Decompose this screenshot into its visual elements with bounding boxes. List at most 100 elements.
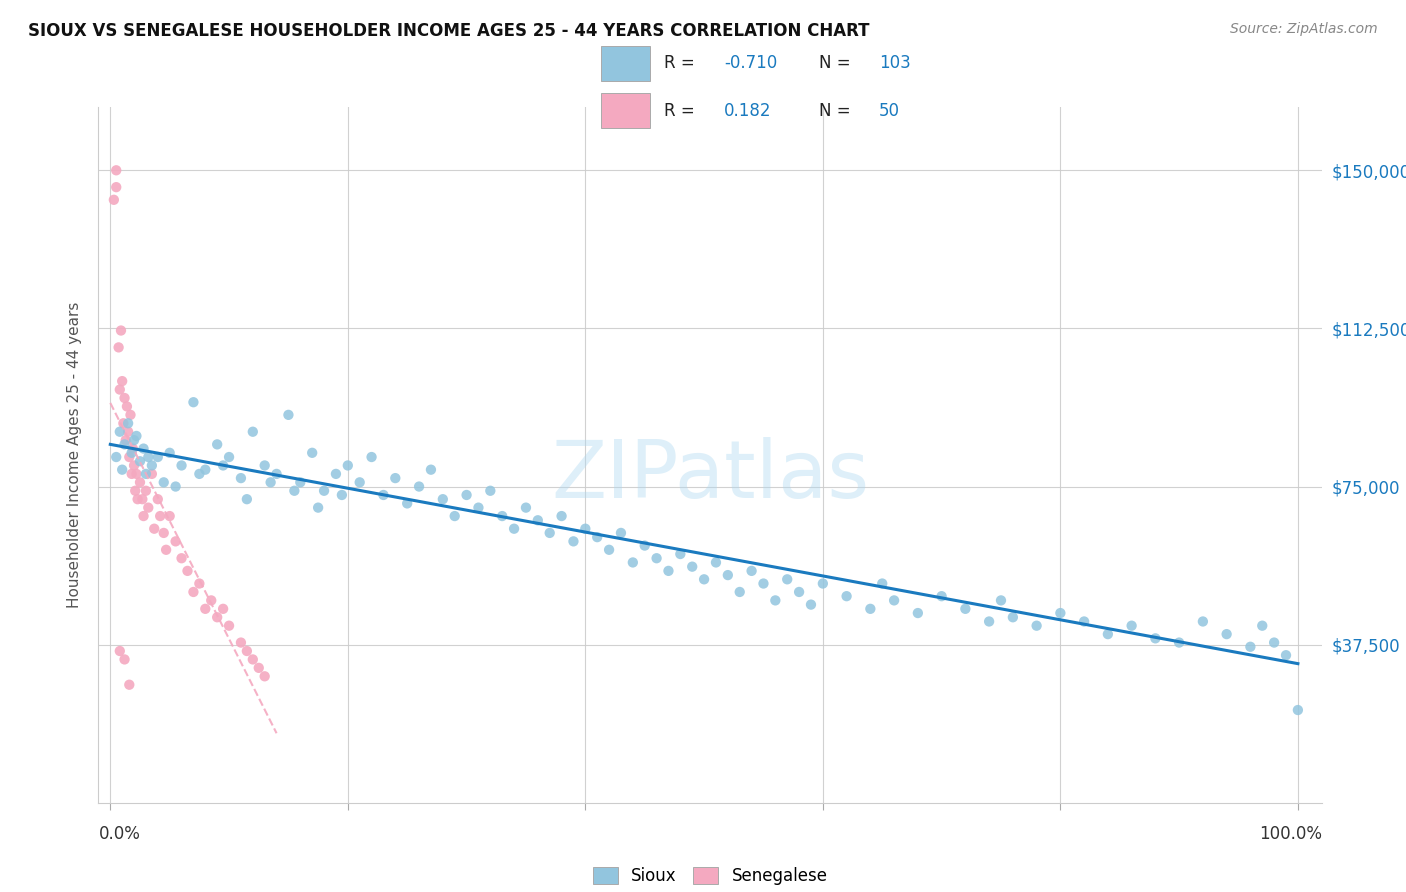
Point (301, 446, 323, 460)
Point (121, 446, 143, 460)
Point (456, 488, 478, 502)
Text: 0.182: 0.182 (724, 102, 772, 120)
Point (1215, 627, 1237, 641)
Point (242, 425, 264, 439)
Point (990, 593, 1012, 607)
Point (117, 425, 139, 439)
Point (657, 564, 679, 578)
Text: N =: N = (818, 102, 856, 120)
Point (131, 492, 153, 507)
Point (247, 661, 270, 675)
Point (105, 180, 128, 194)
Point (120, 408, 142, 422)
Point (330, 488, 353, 502)
Point (212, 458, 235, 473)
Point (408, 479, 430, 493)
Text: R =: R = (664, 102, 700, 120)
Point (312, 483, 335, 498)
Point (183, 585, 205, 599)
Point (931, 589, 953, 603)
Point (360, 450, 382, 464)
Point (110, 324, 132, 338)
Point (152, 525, 174, 540)
Point (290, 475, 312, 490)
Point (229, 471, 252, 485)
Y-axis label: Householder Income Ages 25 - 44 years: Householder Income Ages 25 - 44 years (67, 301, 83, 608)
Point (538, 525, 561, 540)
Text: N =: N = (818, 54, 856, 72)
Point (194, 602, 217, 616)
Point (146, 450, 169, 464)
Point (1121, 618, 1143, 632)
Point (105, 163, 128, 178)
Point (152, 475, 174, 490)
Point (859, 602, 882, 616)
Point (141, 467, 163, 481)
Point (143, 522, 166, 536)
Point (155, 542, 177, 557)
Point (515, 500, 537, 515)
Point (114, 391, 136, 405)
Point (1049, 606, 1071, 620)
Point (728, 585, 751, 599)
Point (396, 496, 419, 510)
Text: ZIPatlas: ZIPatlas (551, 437, 869, 515)
Point (550, 509, 572, 524)
Point (176, 564, 198, 578)
Point (170, 551, 193, 566)
Point (107, 340, 129, 354)
Point (704, 556, 727, 570)
Point (491, 509, 513, 524)
Point (835, 589, 858, 603)
Point (669, 547, 692, 561)
Point (117, 417, 139, 431)
Point (132, 442, 155, 456)
Point (129, 475, 152, 490)
Point (1192, 615, 1215, 629)
Point (1275, 648, 1298, 663)
Point (693, 572, 716, 586)
Point (236, 492, 259, 507)
Text: 50: 50 (879, 102, 900, 120)
Text: 100.0%: 100.0% (1258, 825, 1322, 843)
Point (218, 450, 240, 464)
Point (717, 568, 740, 582)
Point (111, 374, 134, 388)
Point (883, 593, 905, 607)
Point (307, 500, 329, 515)
Point (111, 463, 134, 477)
Point (183, 395, 205, 409)
Text: -0.710: -0.710 (724, 54, 778, 72)
Point (136, 450, 159, 464)
Point (125, 467, 148, 481)
Point (159, 509, 181, 524)
Point (420, 463, 443, 477)
Point (165, 479, 187, 493)
Point (574, 522, 596, 536)
Point (194, 463, 217, 477)
Point (253, 458, 276, 473)
Point (114, 437, 136, 451)
Point (212, 602, 235, 616)
Text: R =: R = (664, 54, 700, 72)
Point (125, 429, 148, 443)
Point (266, 467, 288, 481)
Text: 0.0%: 0.0% (98, 825, 141, 843)
Point (114, 433, 136, 447)
Point (811, 576, 834, 591)
Text: 103: 103 (879, 54, 911, 72)
Point (105, 450, 128, 464)
Point (1239, 640, 1261, 654)
Point (787, 585, 810, 599)
Point (141, 458, 163, 473)
Point (122, 458, 145, 473)
Point (562, 534, 585, 549)
Point (135, 483, 157, 498)
Point (259, 475, 281, 490)
Point (1073, 615, 1095, 629)
Point (586, 530, 609, 544)
Point (645, 551, 668, 566)
Point (124, 483, 146, 498)
Point (752, 576, 775, 591)
Point (146, 492, 169, 507)
